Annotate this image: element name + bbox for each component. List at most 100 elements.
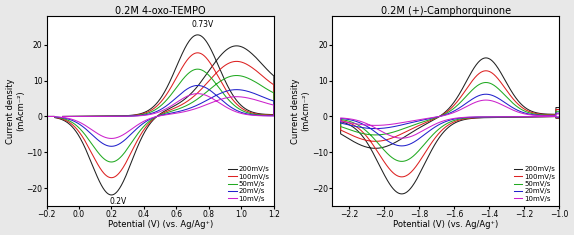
10mV/s (398, 137, 405, 140)
20mV/s (478, 116, 484, 118)
100mV/s (72, 126, 79, 129)
200mV/s (398, 192, 405, 195)
50mV/s (184, 104, 191, 106)
20mV/s (528, 113, 535, 116)
Legend: 200mV/s, 100mV/s, 50mV/s, 20mV/s, 10mV/s: 200mV/s, 100mV/s, 50mV/s, 20mV/s, 10mV/s (511, 163, 558, 204)
10mV/s (420, 118, 427, 120)
100mV/s (420, 122, 427, 125)
200mV/s (59, 115, 66, 118)
Line: 10mV/s: 10mV/s (46, 94, 274, 138)
20mV/s (265, 98, 272, 101)
Line: 200mV/s: 200mV/s (46, 35, 274, 195)
Line: 200mV/s: 200mV/s (340, 58, 559, 194)
10mV/s (265, 102, 272, 105)
100mV/s (398, 176, 405, 178)
100mV/s (556, 117, 563, 119)
Legend: 200mV/s, 100mV/s, 50mV/s, 20mV/s, 10mV/s: 200mV/s, 100mV/s, 50mV/s, 20mV/s, 10mV/s (226, 163, 273, 204)
100mV/s (184, 100, 191, 102)
200mV/s (478, 116, 484, 119)
20mV/s (59, 115, 66, 118)
100mV/s (548, 115, 554, 118)
10mV/s (342, 121, 349, 124)
50mV/s (265, 89, 272, 91)
100mV/s (108, 176, 115, 179)
100mV/s (265, 79, 272, 82)
50mV/s (398, 160, 405, 163)
10mV/s (358, 120, 364, 123)
200mV/s (72, 129, 79, 132)
20mV/s (67, 115, 74, 118)
50mV/s (194, 68, 201, 70)
100mV/s (478, 116, 484, 119)
200mV/s (194, 33, 201, 36)
50mV/s (358, 125, 364, 128)
10mV/s (108, 137, 115, 140)
X-axis label: Potential (V) (vs. Ag/Ag⁺): Potential (V) (vs. Ag/Ag⁺) (393, 220, 498, 229)
Line: 100mV/s: 100mV/s (46, 53, 274, 178)
200mV/s (358, 133, 364, 136)
10mV/s (478, 115, 484, 118)
50mV/s (342, 127, 349, 130)
100mV/s (483, 69, 490, 72)
20mV/s (135, 114, 142, 117)
X-axis label: Potential (V) (vs. Ag/Ag⁺): Potential (V) (vs. Ag/Ag⁺) (107, 220, 213, 229)
50mV/s (43, 115, 50, 118)
20mV/s (251, 114, 258, 116)
Y-axis label: Current density
(mAcm⁻²): Current density (mAcm⁻²) (291, 78, 311, 144)
50mV/s (478, 116, 484, 119)
50mV/s (420, 120, 427, 123)
50mV/s (528, 112, 535, 115)
50mV/s (548, 115, 554, 118)
20mV/s (556, 116, 563, 119)
100mV/s (251, 112, 258, 115)
50mV/s (108, 161, 115, 163)
Text: 0.2V: 0.2V (109, 197, 127, 206)
10mV/s (528, 114, 535, 116)
10mV/s (548, 115, 554, 118)
Line: 20mV/s: 20mV/s (46, 86, 274, 146)
10mV/s (135, 114, 142, 117)
100mV/s (556, 108, 563, 111)
200mV/s (548, 115, 554, 118)
100mV/s (194, 51, 201, 54)
200mV/s (135, 113, 142, 116)
Line: 50mV/s: 50mV/s (46, 69, 274, 162)
50mV/s (483, 81, 490, 84)
200mV/s (420, 124, 427, 127)
10mV/s (43, 115, 50, 118)
200mV/s (265, 70, 272, 72)
20mV/s (398, 145, 405, 147)
20mV/s (548, 115, 554, 118)
100mV/s (43, 115, 50, 118)
200mV/s (43, 115, 50, 118)
20mV/s (43, 115, 50, 118)
200mV/s (556, 106, 563, 109)
20mV/s (342, 123, 349, 126)
100mV/s (135, 113, 142, 116)
Title: 0.2M 4-oxo-TEMPO: 0.2M 4-oxo-TEMPO (115, 6, 205, 16)
Line: 50mV/s: 50mV/s (340, 82, 559, 161)
10mV/s (184, 110, 191, 112)
10mV/s (556, 113, 563, 115)
50mV/s (556, 110, 563, 113)
10mV/s (67, 115, 74, 118)
20mV/s (72, 120, 79, 123)
200mV/s (342, 136, 349, 138)
100mV/s (528, 111, 535, 114)
50mV/s (135, 114, 142, 117)
Line: 10mV/s: 10mV/s (340, 100, 559, 138)
200mV/s (483, 56, 490, 59)
20mV/s (194, 84, 201, 87)
100mV/s (358, 129, 364, 132)
50mV/s (556, 116, 563, 119)
Line: 100mV/s: 100mV/s (340, 71, 559, 177)
100mV/s (67, 115, 74, 118)
20mV/s (108, 145, 115, 148)
Title: 0.2M (+)-Camphorquinone: 0.2M (+)-Camphorquinone (381, 6, 511, 16)
Line: 20mV/s: 20mV/s (340, 94, 559, 146)
Y-axis label: Current density
(mAcm⁻²): Current density (mAcm⁻²) (6, 78, 25, 144)
10mV/s (59, 115, 66, 118)
20mV/s (483, 93, 490, 96)
Text: 0.73V: 0.73V (191, 20, 214, 29)
50mV/s (251, 113, 258, 116)
